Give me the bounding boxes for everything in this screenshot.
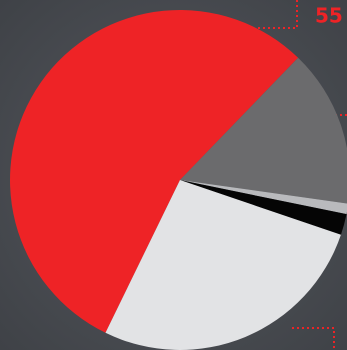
leader-lines <box>258 0 347 350</box>
pie-slice <box>10 10 299 333</box>
pie-slice <box>180 57 347 204</box>
value-label: 55 <box>315 4 343 28</box>
pie-slice <box>105 180 341 350</box>
pie-slice <box>180 180 347 215</box>
pie-slice <box>180 180 347 235</box>
pie <box>10 10 347 350</box>
